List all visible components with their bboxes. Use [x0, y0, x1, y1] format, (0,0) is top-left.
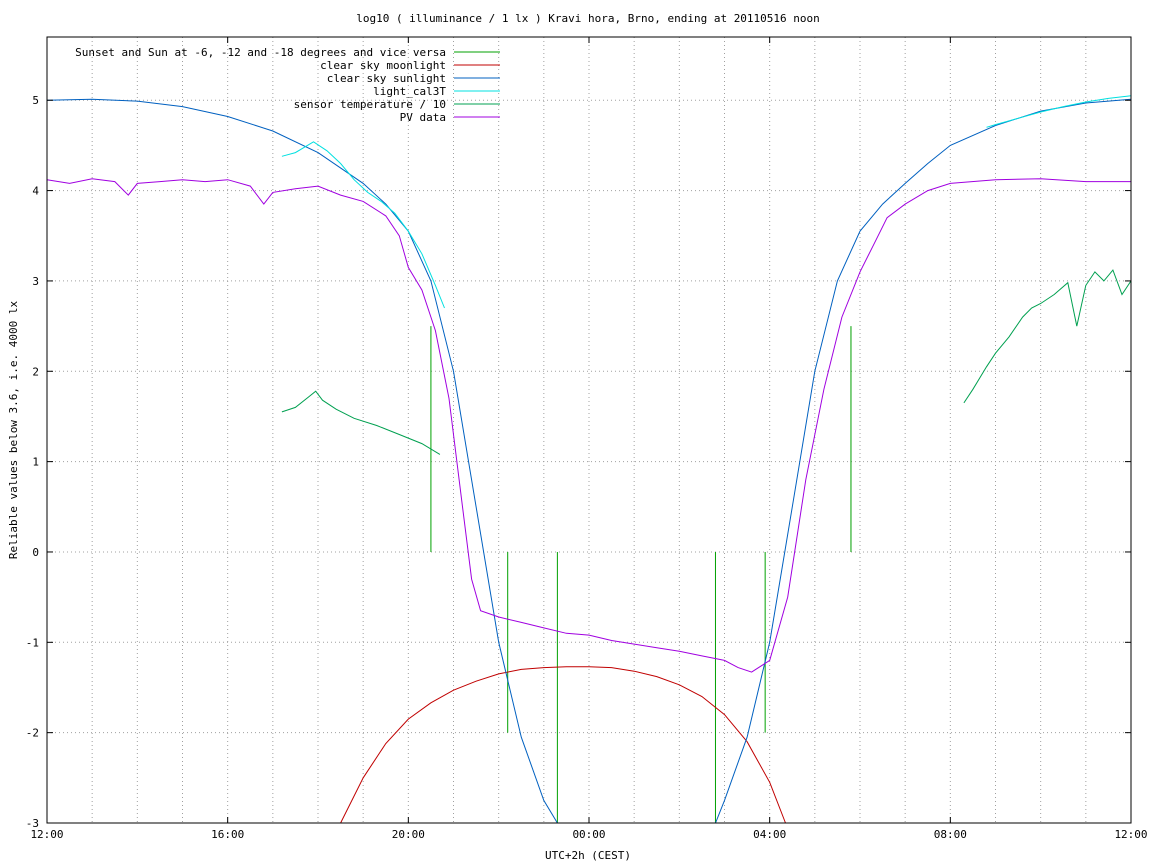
series-5-line — [281, 390, 441, 455]
x-axis-label: UTC+2h (CEST) — [545, 849, 631, 862]
legend-label: PV data — [400, 111, 446, 124]
series-4-line-segment-2 — [986, 95, 1132, 128]
plot-series — [46, 95, 1132, 824]
chart-title: log10 ( illuminance / 1 lx ) Kravi hora,… — [356, 12, 820, 25]
y-tick-label: 2 — [32, 365, 39, 378]
x-tick-label: 00:00 — [572, 828, 605, 841]
series-4-line — [281, 141, 445, 309]
y-tick-label: -1 — [26, 636, 39, 649]
y-tick-label: -3 — [26, 817, 39, 830]
x-tick-label: 08:00 — [934, 828, 967, 841]
y-tick-label: -2 — [26, 727, 39, 740]
y-tick-label: 5 — [32, 94, 39, 107]
y-tick-label: 0 — [32, 546, 39, 559]
series-6-line — [46, 178, 1131, 673]
legend: Sunset and Sun at -6, -12 and -18 degree… — [75, 46, 500, 124]
series-2-line — [340, 666, 786, 824]
y-tick-label: 1 — [32, 456, 39, 469]
legend-label: clear sky sunlight — [327, 72, 446, 85]
x-tick-label: 04:00 — [753, 828, 786, 841]
x-tick-label: 12:00 — [30, 828, 63, 841]
legend-label: clear sky moonlight — [320, 59, 446, 72]
grid — [47, 37, 1131, 823]
x-tick-label: 20:00 — [392, 828, 425, 841]
y-axis-label: Reliable values below 3.6, i.e. 4000 lx — [7, 300, 20, 559]
y-tick-label: 3 — [32, 275, 39, 288]
legend-label: Sunset and Sun at -6, -12 and -18 degree… — [75, 46, 446, 59]
axis-ticks: 12:00 16:00 20:00 00:00 04:00 08:00 12:00-3-2-… — [26, 37, 1148, 841]
y-tick-label: 4 — [32, 185, 39, 198]
x-tick-label: 16:00 — [211, 828, 244, 841]
series-5-line-segment-2 — [963, 269, 1132, 404]
x-tick-label: 12:00 — [1114, 828, 1147, 841]
legend-label: sensor temperature / 10 — [294, 98, 446, 111]
legend-label: light_cal3T — [373, 85, 446, 98]
